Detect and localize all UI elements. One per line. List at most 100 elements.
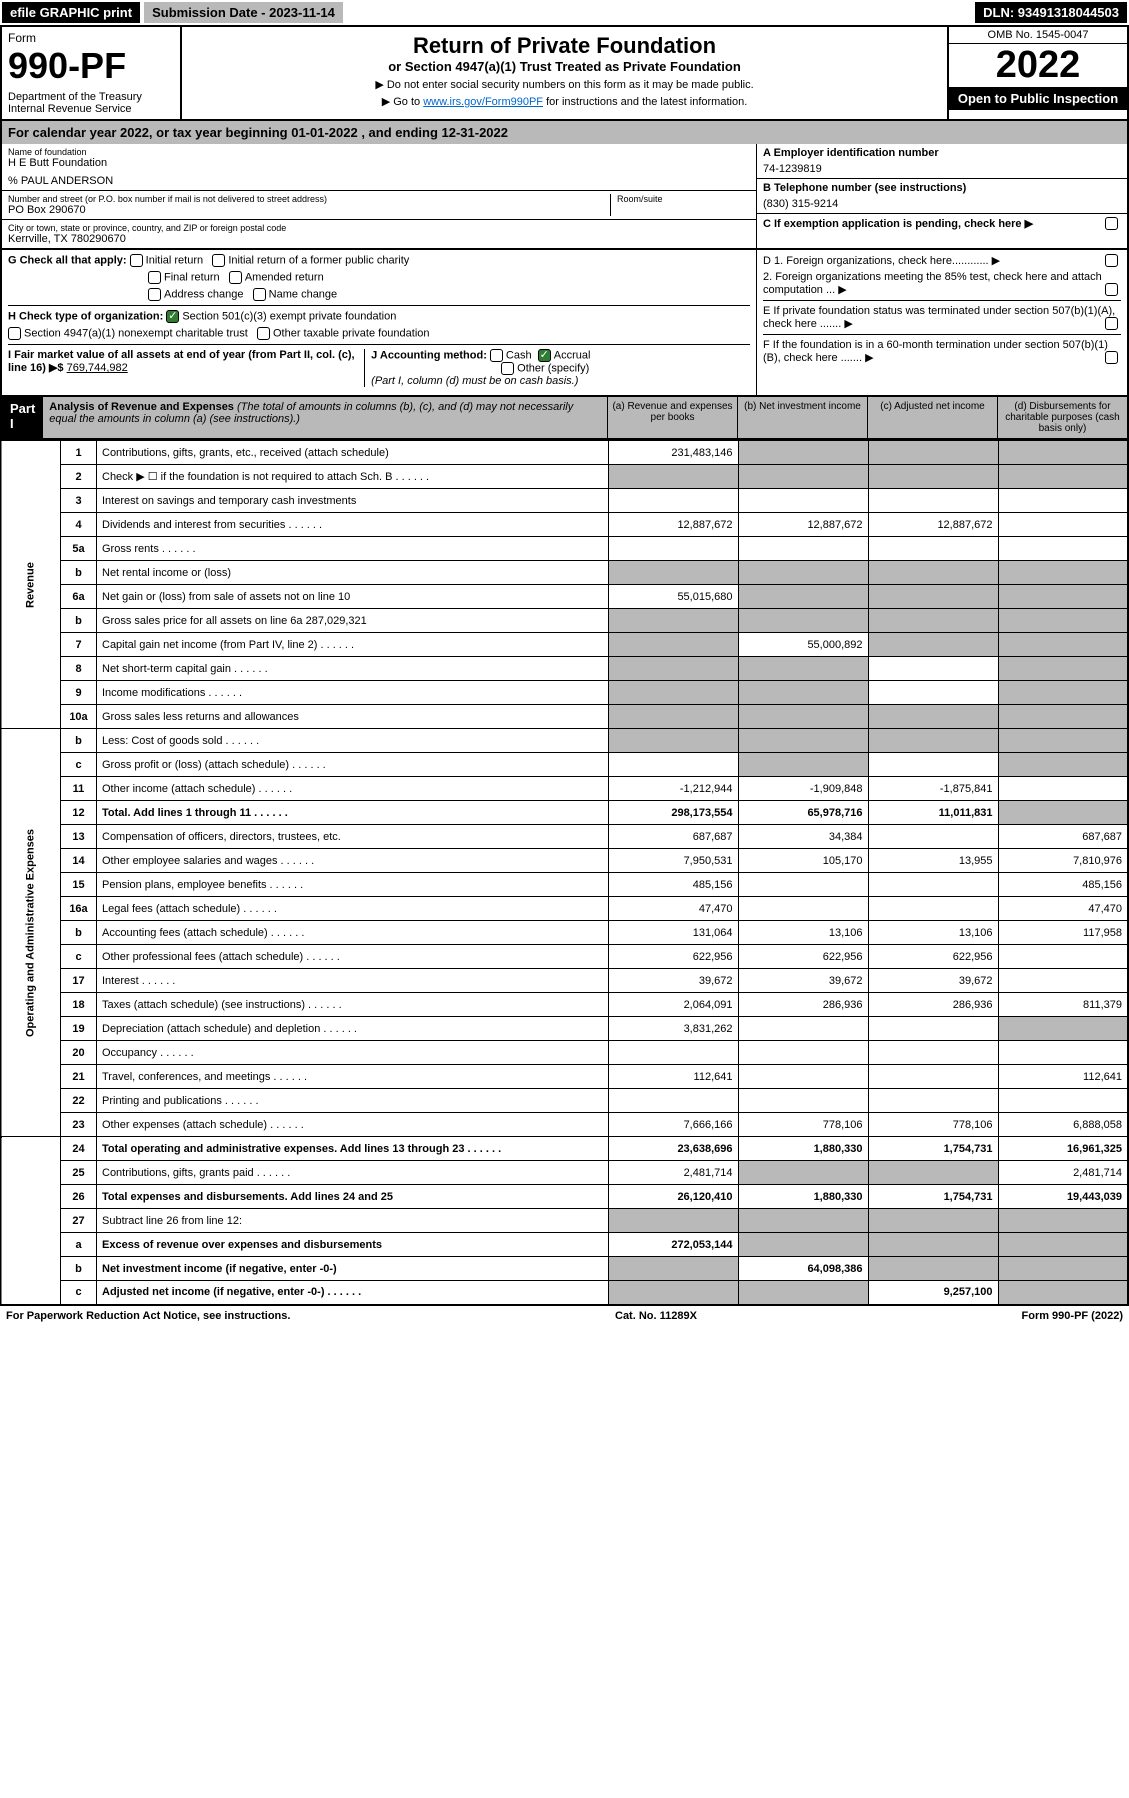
h-501c3-chk[interactable] (166, 310, 179, 323)
line-number: 19 (61, 1017, 97, 1041)
g-initial-return-chk[interactable] (130, 254, 143, 267)
h-4947-chk[interactable] (8, 327, 21, 340)
line-desc: Other professional fees (attach schedule… (97, 945, 609, 969)
line-desc: Income modifications . . . . . . (97, 681, 609, 705)
form-subtitle: or Section 4947(a)(1) Trust Treated as P… (188, 59, 941, 74)
col-c-val (868, 657, 998, 681)
g-addr-change-chk[interactable] (148, 288, 161, 301)
col-c-val (868, 1017, 998, 1041)
irs-label: Internal Revenue Service (8, 103, 174, 115)
col-c-val (868, 465, 998, 489)
d1-chk[interactable] (1105, 254, 1118, 267)
col-c-val: 12,887,672 (868, 513, 998, 537)
col-b-val (738, 681, 868, 705)
h-other-chk[interactable] (257, 327, 270, 340)
line-number: c (61, 945, 97, 969)
form990pf-link[interactable]: www.irs.gov/Form990PF (423, 96, 543, 108)
col-d-val (998, 1089, 1128, 1113)
form-label: Form (8, 31, 174, 45)
col-c-val (868, 561, 998, 585)
city-label: City or town, state or province, country… (8, 223, 750, 233)
col-b-val (738, 489, 868, 513)
d2-label: 2. Foreign organizations meeting the 85%… (763, 271, 1102, 296)
col-c-val (868, 825, 998, 849)
col-a-val: 112,641 (608, 1065, 738, 1089)
f-chk[interactable] (1105, 351, 1118, 364)
col-b-val (738, 1041, 868, 1065)
col-a-val: 7,666,166 (608, 1113, 738, 1137)
line-desc: Contributions, gifts, grants paid . . . … (97, 1161, 609, 1185)
col-b-val (738, 1089, 868, 1113)
line-number: 22 (61, 1089, 97, 1113)
j-accrual-chk[interactable] (538, 349, 551, 362)
col-b-val: 105,170 (738, 849, 868, 873)
line-desc: Net investment income (if negative, ente… (97, 1257, 609, 1281)
h-opt-0: Section 501(c)(3) exempt private foundat… (182, 310, 396, 322)
col-b-val (738, 465, 868, 489)
col-c-val (868, 537, 998, 561)
line-desc: Total operating and administrative expen… (97, 1137, 609, 1161)
line-number: 13 (61, 825, 97, 849)
j-cash-chk[interactable] (490, 349, 503, 362)
col-a-val: -1,212,944 (608, 777, 738, 801)
g-opt-3: Amended return (245, 271, 324, 283)
line-number: b (61, 729, 97, 753)
g-initial-former-chk[interactable] (212, 254, 225, 267)
pending-checkbox[interactable] (1105, 217, 1118, 230)
col-d-val (998, 513, 1128, 537)
col-c-val (868, 729, 998, 753)
col-d-val (998, 465, 1128, 489)
efile-graphic-btn[interactable]: efile GRAPHIC print (2, 2, 140, 23)
col-a-val: 7,950,531 (608, 849, 738, 873)
line-number: c (61, 1281, 97, 1305)
calendar-year-row: For calendar year 2022, or tax year begi… (0, 121, 1129, 144)
line-desc: Pension plans, employee benefits . . . .… (97, 873, 609, 897)
line-desc: Printing and publications . . . . . . (97, 1089, 609, 1113)
line-desc: Check ▶ ☐ if the foundation is not requi… (97, 465, 609, 489)
col-b-val (738, 753, 868, 777)
line-number: 27 (61, 1209, 97, 1233)
col-b-val: 1,880,330 (738, 1137, 868, 1161)
col-b-val (738, 441, 868, 465)
g-amended-chk[interactable] (229, 271, 242, 284)
form-title: Return of Private Foundation (188, 33, 941, 59)
line-number: b (61, 561, 97, 585)
line-desc: Excess of revenue over expenses and disb… (97, 1233, 609, 1257)
line-desc: Gross sales price for all assets on line… (97, 609, 609, 633)
line-number: 5a (61, 537, 97, 561)
d2-chk[interactable] (1105, 283, 1118, 296)
col-b-val (738, 657, 868, 681)
j-other-chk[interactable] (501, 362, 514, 375)
ein-value: 74-1239819 (763, 163, 1121, 175)
col-d-val (998, 777, 1128, 801)
line-number: 3 (61, 489, 97, 513)
care-of: % PAUL ANDERSON (8, 175, 750, 187)
g-name-change-chk[interactable] (253, 288, 266, 301)
street-address: PO Box 290670 (8, 204, 610, 216)
line-desc: Accounting fees (attach schedule) . . . … (97, 921, 609, 945)
ein-label: A Employer identification number (763, 147, 1121, 159)
g-label: G Check all that apply: (8, 254, 127, 266)
g-opt-1: Initial return of a former public charit… (228, 254, 409, 266)
col-d-val (998, 681, 1128, 705)
col-a-val: 47,470 (608, 897, 738, 921)
line-number: 10a (61, 705, 97, 729)
j-label: J Accounting method: (371, 349, 487, 361)
col-c-val (868, 1065, 998, 1089)
line-number: a (61, 1233, 97, 1257)
i-label: I Fair market value of all assets at end… (8, 349, 355, 374)
submission-date-btn[interactable]: Submission Date - 2023-11-14 (144, 2, 343, 23)
line-desc: Gross rents . . . . . . (97, 537, 609, 561)
col-c-val (868, 873, 998, 897)
dln-label: DLN: 93491318044503 (975, 2, 1127, 23)
col-b-val: 65,978,716 (738, 801, 868, 825)
top-bar: efile GRAPHIC print Submission Date - 20… (0, 0, 1129, 25)
g-final-return-chk[interactable] (148, 271, 161, 284)
col-a-val (608, 1281, 738, 1305)
col-b-val: 12,887,672 (738, 513, 868, 537)
col-a-val (608, 681, 738, 705)
e-chk[interactable] (1105, 317, 1118, 330)
line-number: 23 (61, 1113, 97, 1137)
summary-side-label (1, 1137, 61, 1305)
col-d-val (998, 633, 1128, 657)
